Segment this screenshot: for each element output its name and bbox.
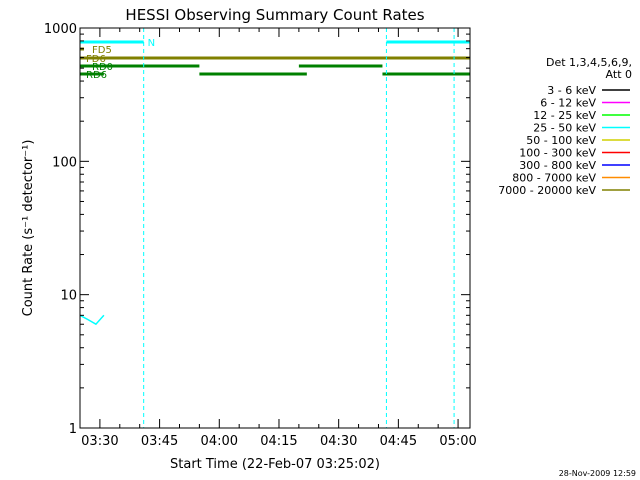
- legend-header-line-1: Det 1,3,4,5,6,9,: [546, 56, 632, 69]
- chart-title: HESSI Observing Summary Count Rates: [125, 6, 424, 24]
- x-tick-label: 04:00: [201, 434, 238, 449]
- plot-frame: [79, 27, 471, 429]
- flag-label: RD6: [86, 70, 107, 81]
- legend-label: 100 - 300 keV: [519, 147, 596, 160]
- series-line: [79, 314, 105, 326]
- flag-label: FD6: [86, 54, 106, 65]
- y-axis: 1 10 100 1000: [44, 22, 470, 437]
- x-axis-label: Start Time (22-Feb-07 03:25:02): [170, 457, 380, 472]
- y-tick-label: 1000: [44, 22, 77, 37]
- legend-label: 800 - 7000 keV: [512, 172, 596, 185]
- legend-label: 6 - 12 keV: [540, 97, 596, 110]
- y-axis-label: Count Rate (s⁻¹ detector⁻¹): [21, 140, 36, 317]
- legend-label: 7000 - 20000 keV: [498, 184, 596, 197]
- y-tick-label: 10: [60, 289, 77, 304]
- x-axis: 03:30 03:45 04:00 04:15 04:30 04:45 05:00: [81, 28, 477, 449]
- flag-label: FD5: [92, 45, 112, 56]
- y-tick-label: 100: [52, 155, 77, 170]
- legend-label: 50 - 100 keV: [526, 134, 596, 147]
- x-tick-label: 03:45: [141, 434, 178, 449]
- flag-label: RD0: [92, 62, 113, 73]
- x-tick-label: 03:30: [81, 434, 118, 449]
- legend-label: 3 - 6 keV: [547, 84, 596, 97]
- x-tick-label: 04:45: [380, 434, 417, 449]
- series-lines: [79, 314, 105, 326]
- legend-header-line-2: Att 0: [606, 68, 632, 81]
- y-tick-label: 1: [69, 422, 77, 437]
- legend-label: 12 - 25 keV: [533, 109, 596, 122]
- legend-label: 25 - 50 keV: [533, 122, 596, 135]
- x-tick-label: 04:15: [260, 434, 297, 449]
- flag-label: N: [148, 38, 155, 49]
- timestamp: 28-Nov-2009 12:59: [559, 469, 636, 478]
- legend-label: 300 - 800 keV: [519, 159, 596, 172]
- x-tick-label: 05:00: [439, 434, 476, 449]
- x-tick-label: 04:30: [320, 434, 357, 449]
